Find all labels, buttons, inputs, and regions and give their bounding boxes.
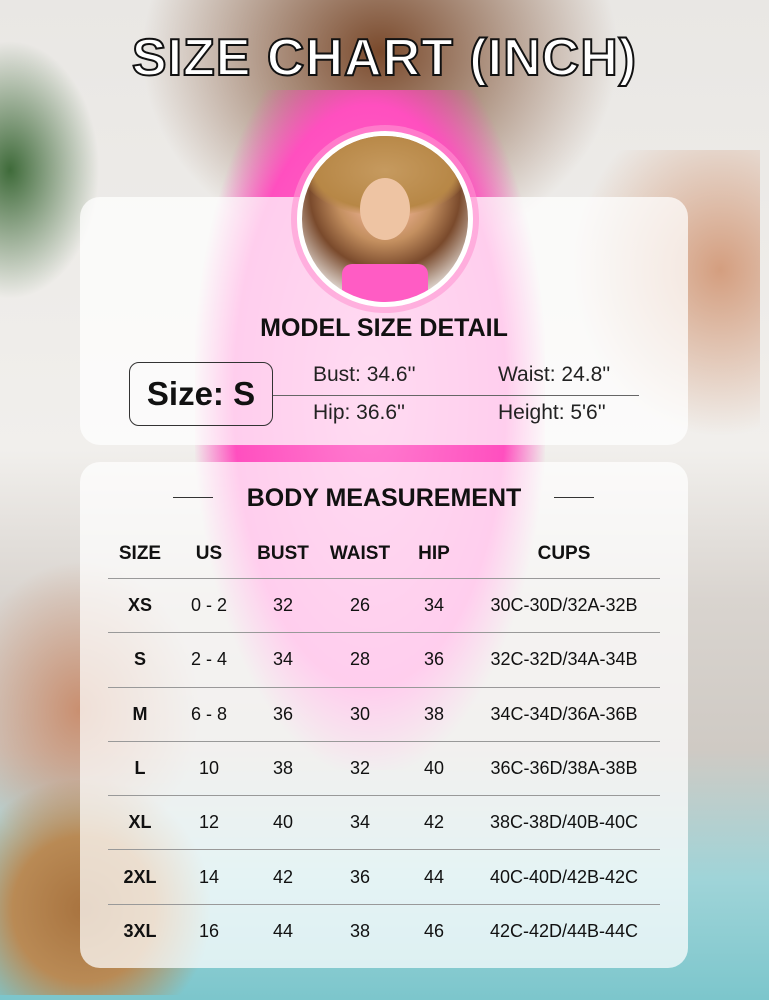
divider [273, 395, 639, 396]
model-size-badge: Size: S [129, 362, 273, 426]
cell-bust: 40 [246, 795, 320, 850]
cell-hip: 46 [400, 903, 468, 959]
cell-us: 14 [172, 849, 246, 905]
cell-us: 16 [172, 903, 246, 959]
cell-us: 12 [172, 795, 246, 850]
cell-cups: 34C-34D/36A-36B [468, 686, 660, 742]
divider [554, 497, 594, 498]
model-height: Height: 5'6'' [498, 401, 606, 424]
face-shape [360, 178, 410, 240]
column-header-size: SIZE [118, 543, 162, 564]
model-portrait-image [297, 131, 473, 307]
cell-hip: 38 [400, 686, 468, 742]
cell-cups: 38C-38D/40B-40C [468, 795, 660, 850]
cell-us: 0 - 2 [172, 577, 246, 633]
cell-bust: 32 [246, 577, 320, 633]
table-row: 2XL 14 42 36 44 40C-40D/42B-42C [108, 849, 660, 905]
divider [173, 497, 213, 498]
column-header-bust: BUST [257, 543, 309, 564]
cell-bust: 44 [246, 903, 320, 959]
table-row: 3XL 16 44 38 46 42C-42D/44B-44C [108, 903, 660, 959]
cell-size: 2XL [108, 849, 172, 905]
model-bust: Bust: 34.6'' [313, 363, 416, 386]
cell-us: 6 - 8 [172, 686, 246, 742]
cell-hip: 42 [400, 795, 468, 850]
table-row: XL 12 40 34 42 38C-38D/40B-40C [108, 795, 660, 850]
cell-waist: 28 [320, 632, 400, 688]
cell-hip: 40 [400, 740, 468, 796]
cell-cups: 36C-36D/38A-38B [468, 740, 660, 796]
cell-cups: 40C-40D/42B-42C [468, 849, 660, 905]
cell-size: 3XL [108, 903, 172, 959]
cell-waist: 32 [320, 740, 400, 796]
table-row: XS 0 - 2 32 26 34 30C-30D/32A-32B [108, 577, 660, 633]
cell-cups: 30C-30D/32A-32B [468, 577, 660, 633]
cell-bust: 38 [246, 740, 320, 796]
size-table: SIZE US BUST WAIST HIP CUPS XS 0 - 2 32 26 34 30C-… [108, 530, 660, 959]
cell-cups: 42C-42D/44B-44C [468, 903, 660, 959]
cell-waist: 30 [320, 686, 400, 742]
cell-hip: 44 [400, 849, 468, 905]
column-header-cups: CUPS [537, 543, 591, 564]
cell-bust: 34 [246, 632, 320, 688]
column-header-hip: HIP [418, 543, 450, 564]
table-header-row: SIZE US BUST WAIST HIP CUPS [108, 530, 660, 579]
model-size-heading: MODEL SIZE DETAIL [260, 314, 508, 342]
cell-bust: 36 [246, 686, 320, 742]
cell-bust: 42 [246, 849, 320, 905]
model-hip: Hip: 36.6'' [313, 401, 406, 424]
page-title: SIZE CHART (INCH) [131, 28, 638, 88]
cell-waist: 26 [320, 577, 400, 633]
cell-hip: 36 [400, 632, 468, 688]
cell-cups: 32C-32D/34A-34B [468, 632, 660, 688]
column-header-waist: WAIST [329, 543, 391, 564]
swimsuit-shape [342, 264, 428, 302]
cell-us: 2 - 4 [172, 632, 246, 688]
cell-size: L [108, 740, 172, 796]
column-header-us: US [195, 543, 223, 564]
model-waist: Waist: 24.8'' [498, 363, 611, 386]
table-row: L 10 38 32 40 36C-36D/38A-38B [108, 740, 660, 796]
body-measurement-heading: BODY MEASUREMENT [246, 484, 522, 512]
cell-waist: 36 [320, 849, 400, 905]
cell-size: XS [108, 577, 172, 633]
cell-us: 10 [172, 740, 246, 796]
cell-waist: 34 [320, 795, 400, 850]
cell-waist: 38 [320, 903, 400, 959]
cell-hip: 34 [400, 577, 468, 633]
cell-size: XL [108, 795, 172, 850]
cell-size: S [108, 632, 172, 688]
cell-size: M [108, 686, 172, 742]
